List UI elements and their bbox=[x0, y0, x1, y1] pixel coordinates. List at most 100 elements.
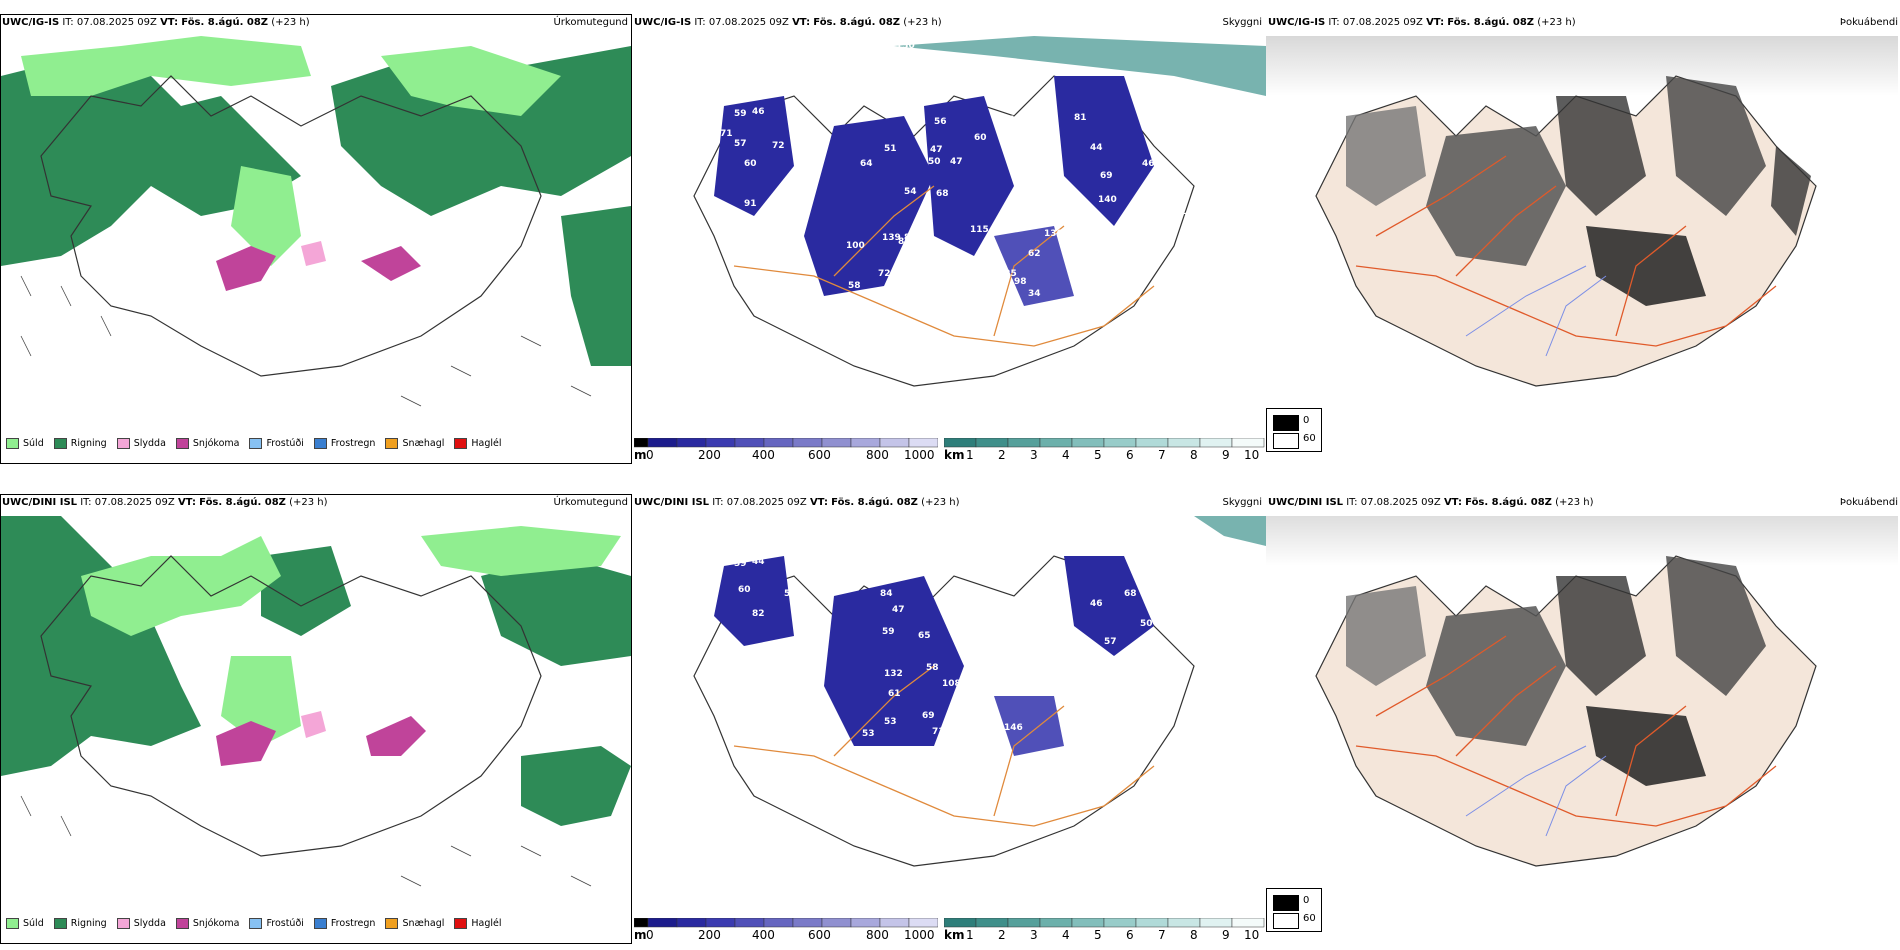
cloud-number: 58 bbox=[848, 281, 861, 291]
snow-area bbox=[216, 246, 276, 291]
cloud-number: 60 bbox=[744, 159, 757, 169]
cloud-panel-1: UWC/DINI ISL IT: 07.08.2025 09Z VT: Fös.… bbox=[634, 494, 1266, 944]
tick-label: 400 bbox=[752, 448, 775, 462]
cloud-number: 68 bbox=[1124, 589, 1137, 599]
cloud-number: 57 bbox=[1104, 637, 1117, 647]
tick-label: 1 bbox=[966, 448, 974, 462]
tick-label: 4 bbox=[1062, 448, 1070, 462]
tick-label: 3 bbox=[1030, 448, 1038, 462]
rain-area bbox=[261, 546, 351, 636]
tick-label: 0 bbox=[646, 928, 654, 942]
fog-area bbox=[1426, 606, 1566, 746]
cloud-number: 81 bbox=[1174, 207, 1187, 217]
legend-label: Slydda bbox=[133, 918, 166, 929]
visibility-unit: km bbox=[944, 928, 965, 942]
tick-label: 800 bbox=[866, 928, 889, 942]
legend-swatch bbox=[249, 438, 263, 449]
cloud-number: 55 bbox=[1028, 591, 1041, 601]
cloud-number: 130 bbox=[896, 41, 915, 51]
model-name: UWC/DINI ISL bbox=[1268, 497, 1344, 508]
cloud-number: 125 bbox=[998, 269, 1017, 279]
drizzle-area bbox=[81, 536, 281, 636]
wind-barbs bbox=[20, 795, 592, 887]
fog-area bbox=[1346, 106, 1426, 206]
panel-header: UWC/IG-IS IT: 07.08.2025 09Z VT: Fös. 8.… bbox=[1268, 14, 1576, 32]
cloud-number: 108 bbox=[942, 679, 961, 689]
cloud-number: 47 bbox=[930, 145, 943, 155]
visibility-area bbox=[1194, 516, 1266, 546]
cloud-number: 56 bbox=[934, 117, 947, 127]
river-network bbox=[1465, 265, 1607, 357]
low-cloud-area bbox=[994, 696, 1064, 756]
fog-map bbox=[1266, 516, 1898, 867]
fog-area bbox=[1666, 76, 1766, 216]
row-0: UWC/IG-IS IT: 07.08.2025 09Z VT: Fös. 8.… bbox=[0, 0, 1900, 470]
fog-panel-1: UWC/DINI ISL IT: 07.08.2025 09Z VT: Fös.… bbox=[1266, 494, 1900, 944]
vt-value: Fös. 8.ágú. 08Z bbox=[813, 17, 901, 28]
cloud-number: 31 bbox=[1022, 133, 1035, 143]
visibility-colorbar: km 1 2 3 4 5 6 7 8 9 10 bbox=[944, 918, 1266, 944]
legend-item: Frostregn bbox=[313, 438, 375, 449]
panel-title: Úrkomutegund bbox=[553, 17, 628, 28]
tick-label: 600 bbox=[808, 448, 831, 462]
visibility-bar-svg bbox=[944, 438, 1265, 448]
low-cloud-area bbox=[714, 96, 794, 216]
visibility-unit: km bbox=[944, 448, 965, 462]
fog-area bbox=[1771, 146, 1811, 236]
cloud-number: 5 bbox=[952, 583, 958, 593]
cloud-number: 91 bbox=[920, 225, 933, 235]
legend-swatch bbox=[454, 438, 468, 449]
cloud-base-bar-svg bbox=[634, 918, 938, 928]
low-cloud-area bbox=[714, 556, 794, 646]
cloud-number: 72 bbox=[772, 141, 785, 151]
cloud-number: 59 bbox=[882, 627, 895, 637]
cloud-number: 64 bbox=[860, 159, 873, 169]
visibility-colorbar: km 1 2 3 4 5 6 7 8 9 10 bbox=[944, 438, 1266, 464]
precip-panel-1: UWC/DINI ISL IT: 07.08.2025 09Z VT: Fös.… bbox=[0, 494, 632, 944]
low-cloud-area bbox=[824, 576, 964, 746]
vt-label: VT: bbox=[1426, 17, 1445, 28]
legend-swatch bbox=[116, 438, 130, 449]
iceland-outline bbox=[40, 555, 542, 857]
legend-swatch bbox=[313, 438, 327, 449]
legend-swatch bbox=[53, 918, 67, 929]
model-name: UWC/IG-IS bbox=[2, 17, 60, 28]
cloud-number: 42 bbox=[936, 593, 949, 603]
tick-label: 3 bbox=[1030, 928, 1038, 942]
fog-swatch-high bbox=[1273, 433, 1299, 449]
fog-swatch-high bbox=[1273, 913, 1299, 929]
legend-swatch bbox=[175, 438, 189, 449]
snow-area bbox=[366, 716, 426, 756]
rain-area bbox=[521, 746, 631, 826]
legend-label: Frostregn bbox=[330, 918, 376, 929]
low-cloud-area bbox=[994, 226, 1074, 306]
lead-time: (+23 h) bbox=[271, 17, 310, 28]
cloud-number: 60 bbox=[974, 133, 987, 143]
legend-swatch bbox=[6, 438, 19, 449]
cloud-number: 100 bbox=[846, 241, 865, 251]
cloud-number: 82 bbox=[752, 609, 765, 619]
tick-label: 1000 bbox=[904, 448, 935, 462]
cloud-number: 72 bbox=[878, 269, 891, 279]
road-network bbox=[733, 185, 1155, 347]
legend-item: Rigning bbox=[53, 918, 107, 929]
model-name: UWC/DINI ISL bbox=[634, 497, 710, 508]
lead-time: (+23 h) bbox=[1537, 17, 1576, 28]
cloud-base-colorbar: m 0 200 400 600 800 1000 bbox=[634, 438, 938, 464]
cloud-number: 46 bbox=[1142, 159, 1155, 169]
cloud-numbers: 59 44 60 56 82 84 47 42 5 55 93 46 68 57… bbox=[734, 557, 1153, 739]
legend-label: Haglél bbox=[471, 918, 502, 929]
vt-value: Fös. 8.ágú. 08Z bbox=[199, 497, 286, 508]
drizzle-area bbox=[21, 36, 311, 96]
cloud-number: 68 bbox=[936, 189, 949, 199]
it-label: IT: bbox=[1346, 497, 1358, 508]
tick-label: 1000 bbox=[904, 928, 935, 942]
vt-value: Fös. 8.ágú. 08Z bbox=[831, 497, 918, 508]
cloud-panel-0: UWC/IG-IS IT: 07.08.2025 09Z VT: Fös. 8.… bbox=[634, 14, 1266, 464]
legend-swatch bbox=[116, 918, 130, 929]
model-name: UWC/IG-IS bbox=[1268, 17, 1326, 28]
lead-time: (+23 h) bbox=[289, 497, 328, 508]
legend-item: Snjókoma bbox=[175, 918, 239, 929]
cloud-numbers: 130 98 59 46 71 57 72 60 91 51 64 56 47 … bbox=[720, 41, 1187, 299]
cloud-number: 56 bbox=[784, 589, 797, 599]
